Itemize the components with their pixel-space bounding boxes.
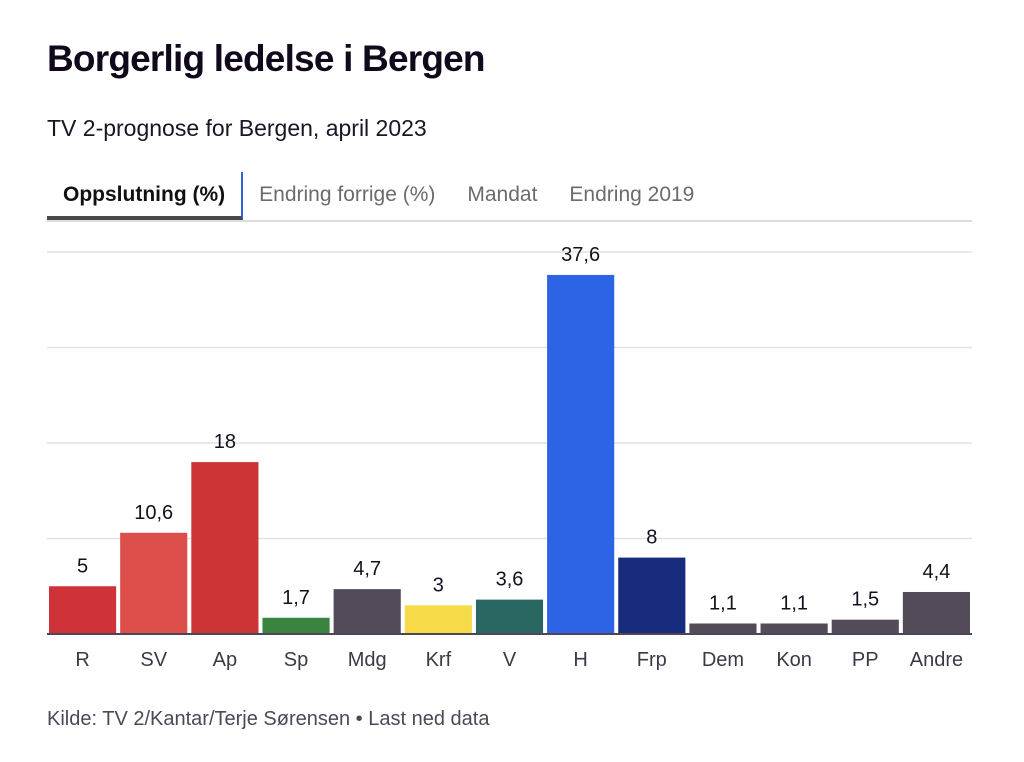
- value-label-frp: 8: [646, 527, 657, 549]
- category-label-mdg: Mdg: [348, 649, 387, 671]
- bar-dem[interactable]: [689, 623, 757, 634]
- value-label-mdg: 4,7: [353, 558, 381, 580]
- tab-endring-2019[interactable]: Endring 2019: [569, 183, 695, 206]
- source-text: Kilde: TV 2/Kantar/Terje Sørensen: [47, 708, 351, 730]
- value-label-pp: 1,5: [851, 589, 879, 611]
- bars: [49, 274, 970, 634]
- category-label-krf: Krf: [426, 649, 452, 671]
- value-label-krf: 3: [433, 574, 444, 596]
- bar-andre[interactable]: [902, 591, 970, 634]
- bar-pp[interactable]: [831, 619, 899, 634]
- bar-kon[interactable]: [760, 623, 828, 634]
- download-data-link[interactable]: Last ned data: [368, 708, 490, 730]
- bar-chart: 5 R 10,6 SV 18 Ap 1,7 Sp 4,7 Mdg 3 Krf 3,6 V 37,6 H 8 Frp…: [47, 244, 972, 671]
- chart-subtitle: TV 2-prognose for Bergen, april 2023: [47, 115, 427, 141]
- tab-endring-forrige[interactable]: Endring forrige (%): [259, 183, 436, 206]
- bar-krf[interactable]: [404, 605, 472, 634]
- value-label-v: 3,6: [496, 569, 524, 591]
- value-label-dem: 1,1: [709, 592, 737, 614]
- value-label-sp: 1,7: [282, 587, 310, 609]
- separator: •: [350, 708, 369, 730]
- view-tabs: Oppslutning (%) Endring forrige (%) Mand…: [47, 172, 972, 222]
- bar-sp[interactable]: [262, 617, 330, 634]
- tab-oppslutning[interactable]: Oppslutning (%): [47, 172, 244, 220]
- value-label-r: 5: [77, 555, 88, 577]
- chart-footer: Kilde: TV 2/Kantar/Terje Sørensen • Last…: [47, 708, 489, 731]
- category-label-frp: Frp: [637, 649, 667, 671]
- bar-frp[interactable]: [618, 557, 686, 634]
- bar-h[interactable]: [547, 274, 615, 634]
- category-label-v: V: [503, 649, 517, 671]
- category-label-r: R: [75, 649, 89, 671]
- value-label-sv: 10,6: [134, 502, 173, 524]
- gridlines: [47, 251, 972, 540]
- value-label-andre: 4,4: [923, 561, 951, 583]
- chart-title: Borgerlig ledelse i Bergen: [47, 38, 486, 79]
- category-label-pp: PP: [852, 649, 879, 671]
- bar-mdg[interactable]: [333, 589, 401, 634]
- category-label-dem: Dem: [702, 649, 744, 671]
- labels: 5 R 10,6 SV 18 Ap 1,7 Sp 4,7 Mdg 3 Krf 3,6 V 37,6 H 8 Frp…: [75, 244, 963, 671]
- value-label-h: 37,6: [561, 244, 600, 266]
- category-label-andre: Andre: [910, 649, 963, 671]
- category-label-kon: Kon: [776, 649, 812, 671]
- category-label-h: H: [573, 649, 587, 671]
- category-label-sp: Sp: [284, 649, 308, 671]
- bar-r[interactable]: [49, 586, 117, 634]
- category-label-sv: SV: [140, 649, 167, 671]
- value-label-kon: 1,1: [780, 592, 808, 614]
- bar-v[interactable]: [475, 599, 544, 634]
- bar-sv[interactable]: [120, 532, 188, 634]
- tab-mandat[interactable]: Mandat: [467, 183, 538, 206]
- category-label-ap: Ap: [213, 649, 237, 671]
- value-label-ap: 18: [214, 431, 236, 453]
- bar-ap[interactable]: [191, 462, 259, 634]
